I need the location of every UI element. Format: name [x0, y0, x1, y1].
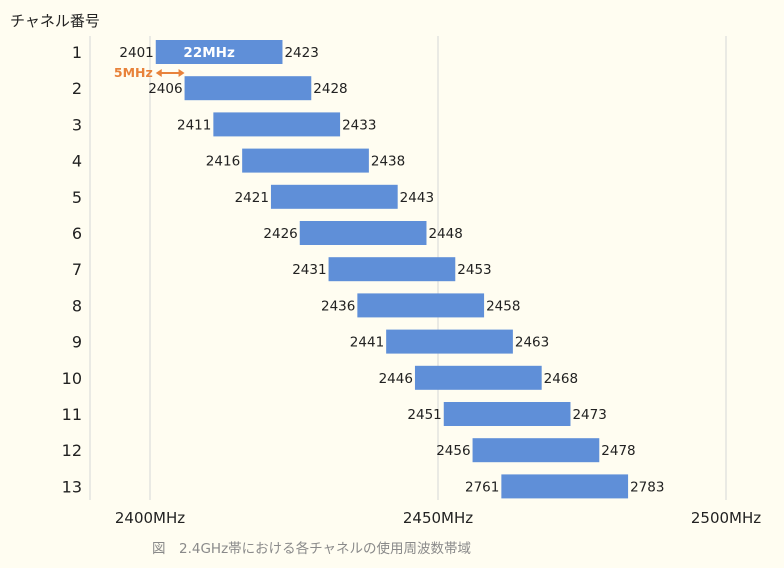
x-tick-label: 2450MHz: [403, 509, 473, 527]
bar-end-label: 2463: [515, 335, 549, 351]
bandwidth-annotation: 22MHz: [183, 45, 235, 61]
bar-end-label: 2783: [630, 479, 664, 495]
bar-end-label: 2453: [457, 262, 491, 278]
bar-end-label: 2473: [572, 407, 606, 423]
channel-label: 7: [72, 260, 82, 279]
channel-label: 10: [62, 369, 82, 388]
bar-start-label: 2456: [436, 443, 470, 459]
channel-bar: [155, 40, 283, 64]
bar-start-label: 2416: [206, 154, 240, 170]
channel-label: 8: [72, 296, 82, 315]
bar-start-label: 2426: [263, 226, 297, 242]
bar-end-label: 2443: [400, 190, 434, 206]
x-tick-label: 2400MHz: [115, 509, 185, 527]
channel-bar: [386, 329, 513, 354]
bar-end-label: 2433: [342, 117, 376, 133]
channel-bar: [242, 148, 369, 173]
bar-start-label: 2401: [119, 45, 153, 61]
channel-bar: [414, 365, 542, 390]
bar-start-label: 2431: [292, 262, 326, 278]
figure-caption: 図 2.4GHz帯における各チャネルの使用周波数帯域: [152, 540, 471, 557]
bar-end-label: 2478: [601, 443, 635, 459]
bar-end-label: 2438: [371, 154, 405, 170]
channel-bar: [184, 76, 312, 101]
bar-start-label: 2421: [235, 190, 269, 206]
y-axis-title: チャネル番号: [10, 12, 100, 30]
bar-end-label: 2448: [428, 226, 462, 242]
x-tick-label: 2500MHz: [691, 509, 761, 527]
bars-layer: [155, 40, 629, 499]
bar-start-label: 2441: [350, 335, 384, 351]
channel-bar: [443, 402, 571, 426]
bar-end-label: 2468: [544, 371, 578, 387]
channel-bar: [299, 221, 427, 245]
channel-bar: [213, 112, 341, 137]
spacing-arrow-right-icon: [178, 69, 185, 77]
bar-end-label: 2458: [486, 298, 520, 314]
bar-start-label: 2436: [321, 298, 355, 314]
bar-start-label: 2411: [177, 117, 211, 133]
x-ticks: 2400MHz 2450MHz 2500MHz: [115, 509, 761, 527]
channel-label: 13: [62, 477, 82, 496]
channel-label: 4: [72, 152, 82, 171]
channel-bar: [270, 184, 398, 209]
channel-bar: [501, 474, 629, 499]
channel-bar: [357, 293, 485, 318]
bar-start-label: 2451: [407, 407, 441, 423]
spacing-arrow-left-icon: [155, 69, 162, 77]
channel-bar: [472, 438, 600, 463]
channel-label: 3: [72, 115, 82, 134]
channel-label: 12: [62, 441, 82, 460]
labels-layer: 1 2401 2423 2 2406 2428 3 2411 2433 4 2416 2438 5 242…: [62, 43, 665, 496]
bar-end-label: 2423: [284, 45, 318, 61]
channel-label: 6: [72, 224, 82, 243]
channel-label: 9: [72, 333, 82, 352]
channel-label: 11: [62, 405, 82, 424]
channel-label: 5: [72, 188, 82, 207]
channel-label: 1: [72, 43, 82, 62]
bar-start-label: 2406: [148, 81, 182, 97]
bar-start-label: 2446: [379, 371, 413, 387]
channel-label: 2: [72, 79, 82, 98]
bar-start-label: 2761: [465, 479, 499, 495]
spacing-annotation: 5MHz: [114, 65, 153, 80]
channel-bar: [328, 257, 456, 282]
bar-end-label: 2428: [313, 81, 347, 97]
